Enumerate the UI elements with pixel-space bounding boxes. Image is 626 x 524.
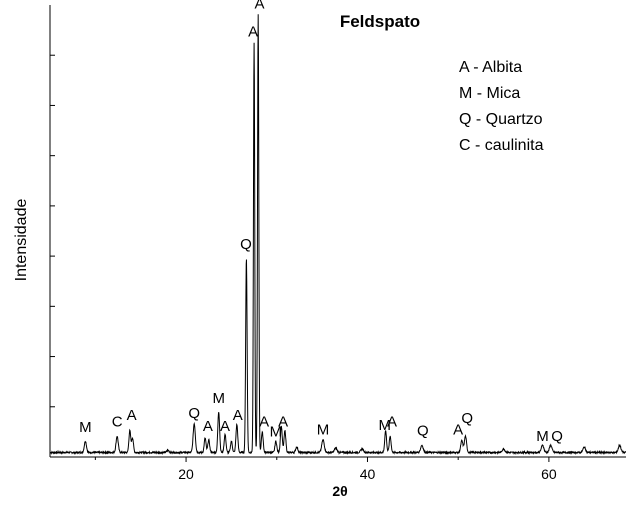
peak-label-m: M [270, 424, 283, 441]
diffractogram-line [49, 14, 626, 456]
peak-label-a: A [127, 407, 137, 424]
x-tick-label: 60 [541, 466, 557, 482]
peak-label-a: A [203, 418, 213, 435]
peak-label-a: A [453, 421, 463, 438]
legend-entry-caulinita: C - caulinita [459, 137, 544, 154]
x-tick-label: 40 [360, 466, 376, 482]
peak-label-q: Q [551, 428, 563, 445]
y-ticks [50, 54, 55, 408]
peak-label-a: A [255, 0, 265, 13]
peak-label-a: A [259, 413, 269, 430]
plot-frame [49, 5, 626, 458]
chart-title: Feldspato [340, 12, 420, 31]
peak-label-q: Q [188, 405, 200, 422]
legend-entry-quartzo: Q - Quartzo [459, 111, 543, 128]
peak-label-m: M [212, 390, 225, 407]
legend-entry-albita: A - Albita [459, 59, 522, 76]
peak-label-m: M [79, 419, 92, 436]
peak-label-q: Q [461, 410, 473, 427]
peak-label-m: M [536, 428, 549, 445]
peak-label-m: M [378, 417, 391, 434]
x-ticks: 20 40 60 [94, 457, 557, 482]
peak-label-m: M [317, 421, 330, 438]
y-axis-title: Intensidade [13, 199, 30, 282]
peak-label-a: A [387, 413, 397, 430]
peak-label-q: Q [417, 422, 429, 439]
peak-label-a: A [278, 413, 288, 430]
peak-label-a: A [248, 24, 258, 41]
legend-entry-mica: M - Mica [459, 85, 520, 102]
peak-label-a: A [220, 418, 230, 435]
x-tick-label: 20 [178, 466, 194, 482]
legend: A - Albita M - Mica Q - Quartzo C - caul… [459, 59, 544, 154]
peak-label-a: A [233, 407, 243, 424]
peak-label-q: Q [240, 236, 252, 253]
x-axis-title: 2θ [332, 483, 347, 499]
peak-label-c: C [112, 413, 123, 430]
series-layer [49, 14, 626, 456]
